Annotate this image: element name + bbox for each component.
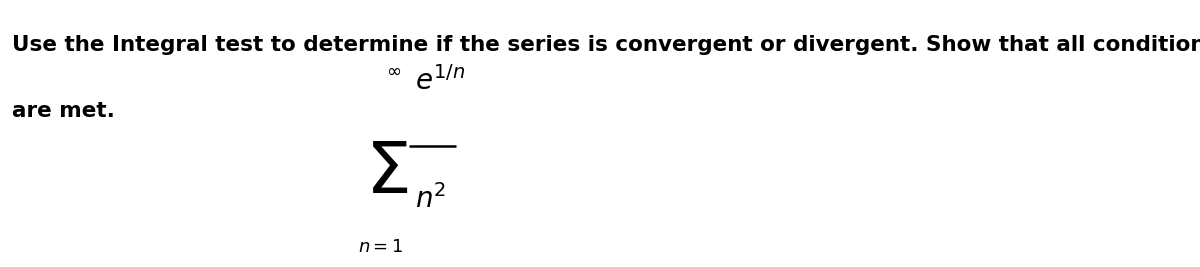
Text: $n^2$: $n^2$ — [415, 184, 446, 214]
Text: $\infty$: $\infty$ — [386, 62, 402, 80]
Text: $\Sigma$: $\Sigma$ — [365, 138, 408, 208]
Text: $e^{1/n}$: $e^{1/n}$ — [415, 66, 466, 96]
Text: $n=1$: $n=1$ — [359, 238, 403, 256]
Text: Use the Integral test to determine if the series is convergent or divergent. Sho: Use the Integral test to determine if th… — [12, 35, 1200, 55]
Text: are met.: are met. — [12, 101, 115, 121]
